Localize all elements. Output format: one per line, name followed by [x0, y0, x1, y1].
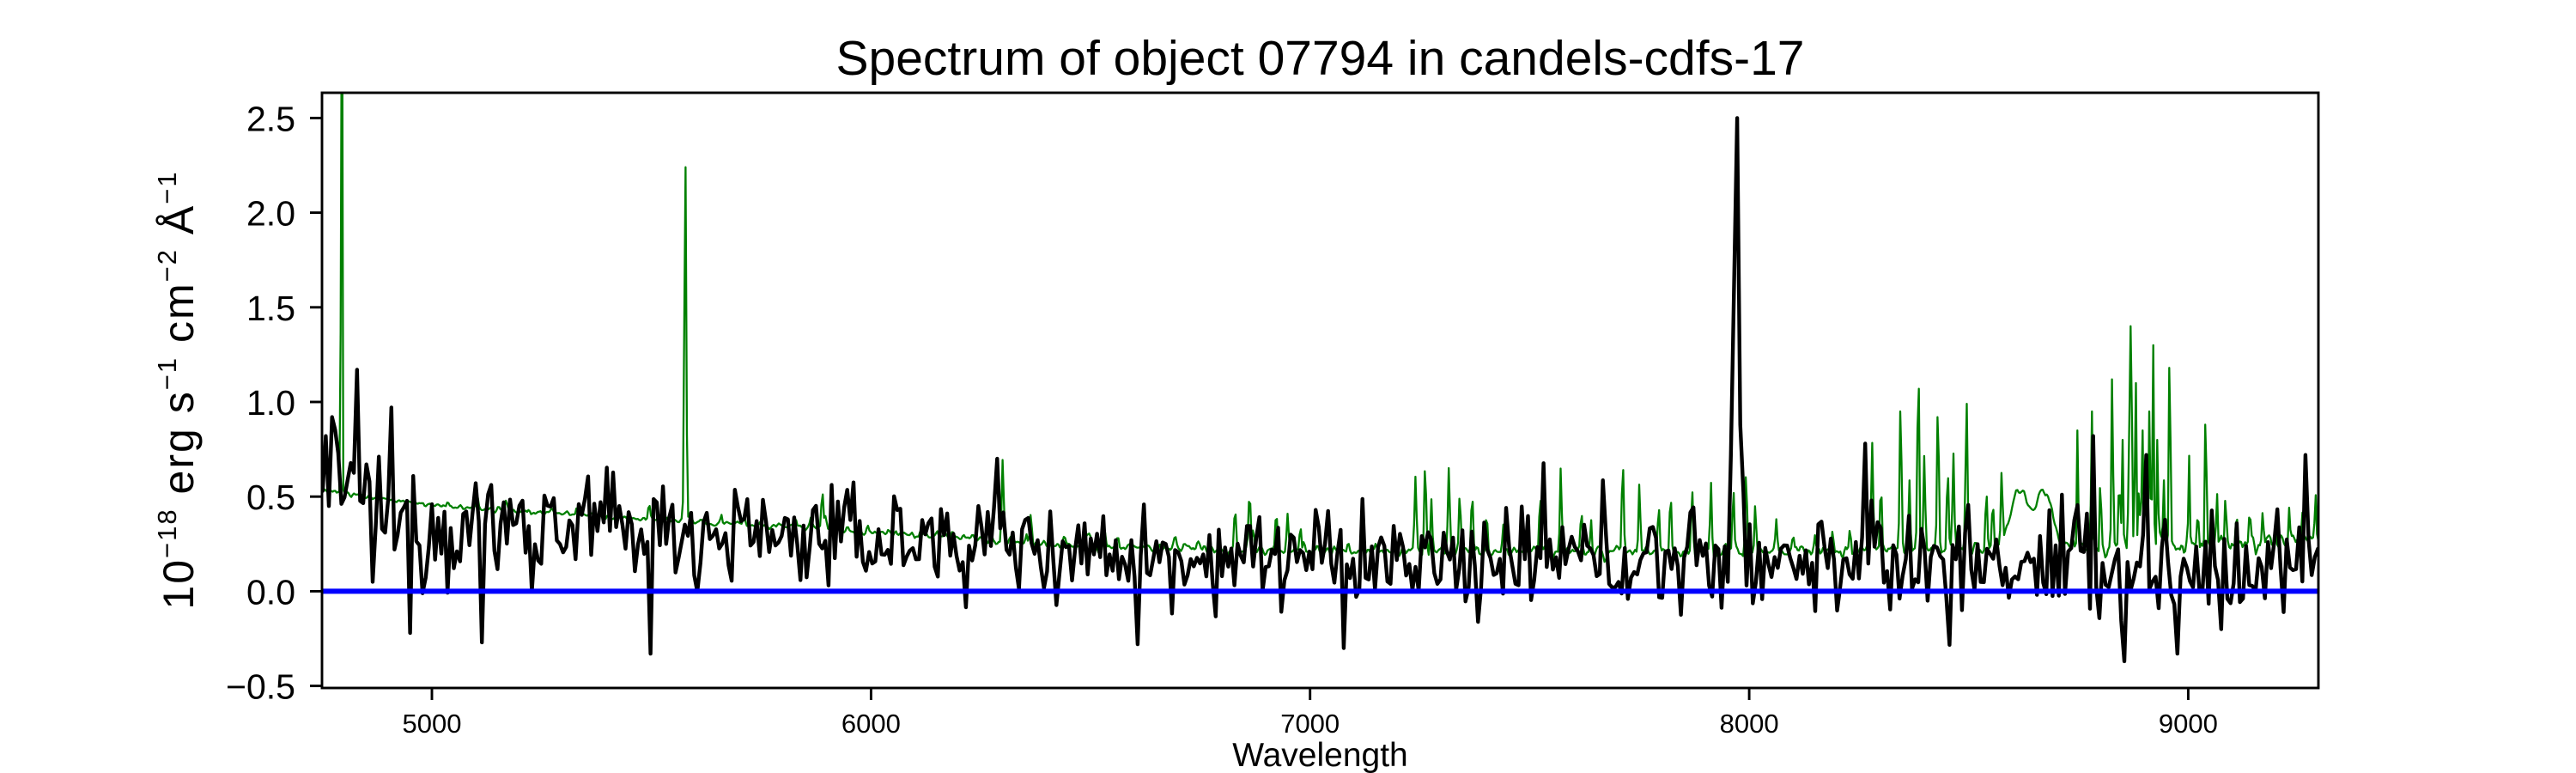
svg-text:2.5: 2.5: [246, 99, 295, 138]
svg-text:8000: 8000: [1720, 709, 1779, 739]
svg-text:6000: 6000: [841, 709, 901, 739]
svg-text:−0.5: −0.5: [226, 667, 295, 707]
svg-text:7000: 7000: [1280, 709, 1340, 739]
svg-text:Spectrum of object 07794 in ca: Spectrum of object 07794 in candels-cdfs…: [836, 31, 1805, 86]
svg-text:1.0: 1.0: [246, 383, 295, 423]
svg-text:5000: 5000: [403, 709, 462, 739]
svg-text:Wavelength: Wavelength: [1232, 737, 1408, 773]
svg-text:1.5: 1.5: [246, 289, 295, 328]
svg-text:9000: 9000: [2159, 709, 2218, 739]
svg-text:10−18 erg s−1 cm−2 Å−1: 10−18 erg s−1 cm−2 Å−1: [152, 170, 203, 609]
svg-text:2.0: 2.0: [246, 194, 295, 234]
svg-text:0.0: 0.0: [246, 572, 295, 612]
svg-text:0.5: 0.5: [246, 478, 295, 517]
